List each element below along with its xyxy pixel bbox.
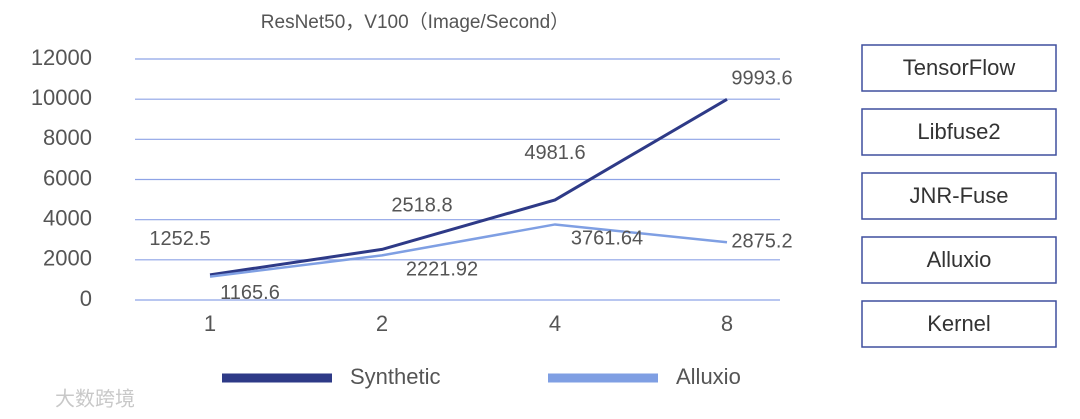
y-tick-label: 2000 [43,246,92,271]
data-label: 1252.5 [149,228,210,250]
y-tick-label: 12000 [31,45,92,70]
data-label: 1165.6 [220,282,280,304]
y-tick-label: 6000 [43,165,92,190]
y-tick-label: 0 [80,286,92,311]
x-tick-label: 1 [204,311,216,336]
y-tick-label: 10000 [31,85,92,110]
y-tick-label: 8000 [43,125,92,150]
series-line [209,98,728,277]
data-label: 2518.8 [391,195,452,217]
data-label: 2221.92 [406,259,478,281]
data-label: 2875.2 [731,231,792,253]
layer-box [861,300,1057,348]
legend-label: Synthetic [350,364,441,389]
x-tick-label: 8 [721,311,733,336]
data-label: 4981.6 [524,142,585,164]
x-tick-label: 2 [376,311,388,336]
layer-box [861,236,1057,284]
watermark: 大数跨境 [55,387,135,410]
layer-label: Kernel [927,311,991,336]
layer-label: JNR-Fuse [909,183,1008,208]
layer-label: Alluxio [927,247,992,272]
legend-label: Alluxio [676,364,741,389]
y-tick-label: 4000 [43,205,92,230]
layer-box [861,108,1057,156]
layer-label: TensorFlow [903,55,1016,80]
data-label: 3761.64 [571,228,643,250]
layer-box [861,172,1057,220]
data-label: 9993.6 [731,68,792,90]
series-line [209,223,728,278]
layer-box [861,44,1057,92]
x-tick-label: 4 [549,311,561,336]
layer-label: Libfuse2 [917,119,1000,144]
chart-title: ResNet50，V100（Image/Second） [261,11,569,33]
